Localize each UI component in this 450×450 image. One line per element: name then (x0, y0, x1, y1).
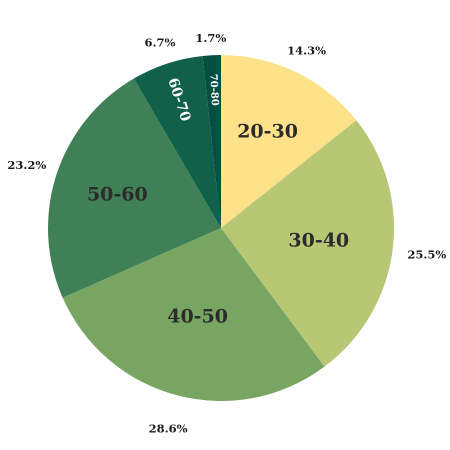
pie-slice-30-40 (221, 120, 394, 367)
pie-slice-50-60 (47, 78, 222, 298)
percent-label-50-60: 23.2% (7, 158, 46, 172)
slice-label-50-60: 50-60 (87, 183, 148, 205)
pie-slices (47, 55, 394, 401)
slice-label-20-30: 20-30 (237, 120, 298, 142)
pie-slice-20-30 (221, 55, 357, 228)
pie-percent-labels: 14.3% 25.5% 28.6% 23.2% 6.7% 1.7% (7, 31, 446, 436)
pie-slice-70-80 (202, 55, 221, 228)
percent-label-30-40: 25.5% (407, 248, 446, 262)
pie-slice-60-70 (133, 55, 221, 228)
slice-label-70-80: 70-80 (207, 74, 220, 107)
percent-label-60-70: 6.7% (145, 35, 176, 49)
pie-slice-40-50 (62, 228, 325, 401)
slice-label-30-40: 30-40 (288, 230, 349, 252)
percent-label-70-80: 1.7% (195, 31, 226, 45)
percent-label-40-50: 28.6% (149, 422, 188, 436)
percent-label-20-30: 14.3% (287, 43, 326, 57)
slice-label-40-50: 40-50 (167, 306, 228, 328)
